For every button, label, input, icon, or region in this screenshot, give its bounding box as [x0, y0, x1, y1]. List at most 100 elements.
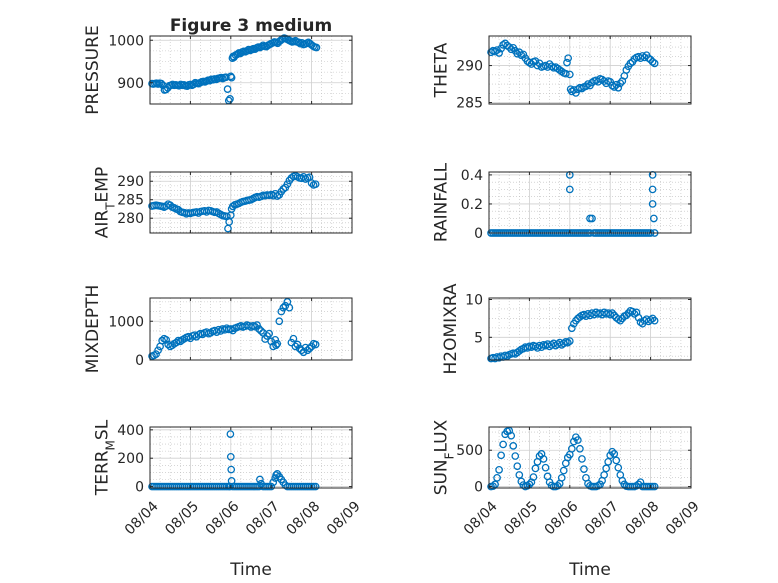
data-point: [265, 329, 274, 338]
data-point: [563, 338, 572, 347]
axes-frame: [488, 297, 692, 361]
x-tick-label: 08/04: [461, 498, 501, 538]
data-point: [649, 214, 658, 223]
data-point: [293, 340, 302, 349]
y-tick-label: 0: [474, 226, 483, 242]
data-point: [559, 466, 568, 475]
data-point: [553, 481, 562, 490]
data-point: [499, 440, 507, 449]
data-point: [267, 482, 276, 491]
data-point: [275, 317, 284, 326]
data-point: [650, 316, 659, 325]
axes-frame: [488, 426, 692, 489]
data-point: [557, 67, 566, 76]
data-point: [509, 442, 518, 450]
data-point: [578, 84, 586, 93]
data-point: [602, 464, 611, 473]
data-point: [636, 478, 645, 487]
x-tick-label: 08/06: [203, 498, 243, 538]
data-point: [648, 200, 657, 208]
data-point: [614, 463, 623, 472]
data-point: [594, 481, 602, 490]
data-point: [574, 436, 582, 444]
data-point: [223, 85, 232, 93]
data-point: [497, 44, 505, 53]
data-point: [648, 185, 657, 194]
axes-frame: [149, 426, 353, 489]
data-point: [563, 58, 571, 67]
data-point: [533, 344, 542, 352]
data-markers: [487, 426, 659, 491]
data-point: [299, 348, 308, 357]
data-point: [582, 82, 590, 91]
y-tick-label: 10: [465, 293, 483, 309]
data-point: [648, 314, 657, 323]
axes-frame: [149, 171, 353, 234]
data-point: [626, 59, 635, 68]
data-point: [564, 54, 573, 63]
data-point: [157, 79, 166, 88]
axes-frame: [488, 171, 692, 234]
data-point: [537, 343, 546, 351]
label-part: AIR: [93, 210, 113, 239]
data-point: [281, 301, 290, 310]
data-point: [226, 452, 235, 461]
data-point: [634, 313, 643, 322]
y-axis-label: AIRTEMP: [93, 167, 118, 238]
data-point: [612, 456, 621, 465]
y-tick-label: 0: [135, 480, 144, 496]
data-point: [541, 463, 550, 472]
label-part: SL: [93, 419, 113, 440]
data-point: [285, 303, 294, 312]
y-tick-label: 0: [474, 480, 483, 496]
data-point: [222, 73, 230, 82]
y-axis-label: RAINFALL: [432, 162, 452, 242]
y-axis-label: TERRMSL: [93, 419, 118, 496]
subplot-7: 0 200 400 08/04 08/05 08/06 08/07 08/08 08/09 Tim…: [93, 419, 364, 580]
data-point: [650, 59, 659, 68]
axes-frame: [488, 35, 692, 105]
data-point: [565, 185, 574, 194]
data-markers: [148, 171, 320, 233]
y-tick-label: 500: [456, 443, 483, 459]
data-point: [289, 334, 298, 343]
data-point: [616, 79, 625, 88]
y-tick-label: 200: [117, 451, 144, 467]
data-point: [531, 464, 540, 473]
data-point: [622, 66, 631, 74]
x-axis-label: Time: [229, 560, 272, 580]
data-point: [312, 43, 321, 52]
data-point: [507, 45, 516, 54]
data-point: [269, 478, 278, 487]
data-point: [233, 50, 242, 59]
data-point: [172, 338, 181, 347]
data-point: [283, 180, 292, 189]
data-point: [513, 462, 522, 471]
data-point: [505, 43, 514, 51]
data-point: [227, 465, 236, 474]
data-point: [253, 321, 261, 329]
data-point: [565, 70, 574, 79]
y-tick-label: 400: [117, 423, 144, 439]
x-tick-label: 08/08: [283, 498, 323, 538]
data-point: [529, 473, 538, 481]
y-tick-label: 1000: [108, 314, 144, 330]
data-point: [648, 58, 657, 66]
data-point: [604, 458, 613, 466]
data-point: [495, 49, 503, 57]
data-point: [610, 83, 619, 91]
data-point: [630, 310, 639, 318]
data-point: [606, 310, 615, 319]
data-point: [557, 473, 566, 482]
data-point: [307, 179, 316, 187]
y-tick-label: 290: [456, 59, 483, 75]
y-tick-label: 0: [135, 353, 144, 369]
label-part: TERR: [93, 450, 113, 496]
y-tick-label: 285: [117, 193, 144, 209]
label-part: SUN: [432, 459, 452, 495]
data-point: [600, 471, 608, 479]
data-point: [256, 475, 264, 484]
data-point: [305, 344, 314, 353]
